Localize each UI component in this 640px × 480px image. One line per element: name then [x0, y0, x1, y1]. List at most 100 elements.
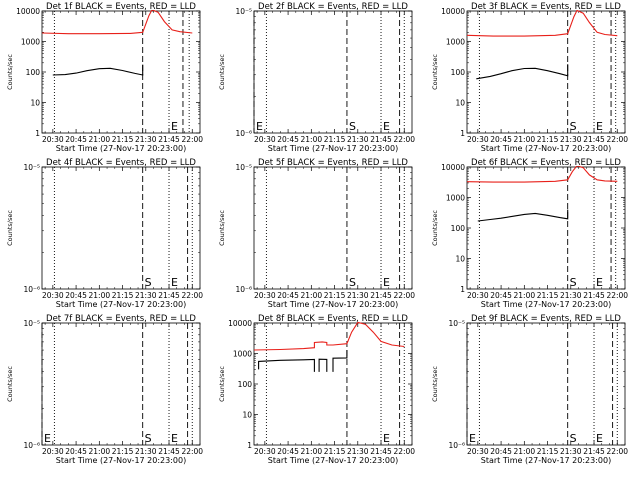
x-tick-label: 20:30 [254, 291, 276, 300]
marker-label: E [596, 120, 603, 133]
marker-label: S [570, 432, 577, 445]
x-axis-label: Start Time (27-Nov-17 20:23:00) [268, 144, 398, 153]
y-tick-label: 100 [451, 68, 466, 77]
y-tick-label: 10⁻⁶ [448, 441, 465, 450]
x-tick-label: 21:00 [301, 447, 323, 456]
marker-label: E [44, 432, 51, 445]
plot-panel-9: Det 9f BLACK = Events, RED = LLD 10⁻⁶ 10⁻⁵… [431, 314, 628, 465]
series-line-black [476, 64, 569, 80]
marker-label: E [256, 120, 263, 133]
x-tick-label: 21:45 [583, 291, 605, 300]
plot-title: Det 4f BLACK = Events, RED = LLD [46, 158, 196, 168]
y-tick-label: 10⁻⁵ [23, 319, 40, 328]
x-tick-label: 21:30 [135, 447, 157, 456]
y-tick-label: 1 [460, 129, 465, 138]
x-axis-label: Start Time (27-Nov-17 20:23:00) [56, 144, 186, 153]
x-axis-label: Start Time (27-Nov-17 20:23:00) [56, 300, 186, 309]
x-axis-label: Start Time (27-Nov-17 20:23:00) [56, 456, 186, 465]
plot-frame [466, 322, 626, 446]
marker-label: S [570, 120, 577, 133]
x-tick-label: 21:15 [112, 135, 134, 144]
series-line-red [467, 10, 618, 37]
x-tick-label: 21:15 [324, 291, 346, 300]
y-tick-label: 10⁻⁶ [235, 285, 252, 294]
plot-title: Det 1f BLACK = Events, RED = LLD [46, 2, 196, 12]
x-tick-label: 20:30 [467, 447, 489, 456]
x-tick-label: 20:30 [42, 135, 64, 144]
marker-label: S [145, 276, 152, 289]
marker-label: S [349, 120, 356, 133]
plot-panel-3: Det 3f BLACK = Events, RED = LLD 1 10 100 10… [431, 2, 628, 153]
x-tick-label: 21:45 [583, 447, 605, 456]
plot-panel-2: Det 2f BLACK = Events, RED = LLD 10⁻⁶ 10⁻⁵… [218, 2, 415, 153]
x-tick-label: 20:45 [65, 135, 87, 144]
plot-frame [41, 322, 201, 446]
plot-panel-6: Det 6f BLACK = Events, RED = LLD 1 10 100 10… [431, 158, 628, 309]
plot-title: Det 9f BLACK = Events, RED = LLD [471, 314, 621, 324]
x-tick-label: 21:45 [583, 135, 605, 144]
y-tick-label: 10⁻⁶ [23, 441, 40, 450]
x-tick-label: 21:45 [158, 291, 180, 300]
x-tick-label: 22:00 [181, 447, 203, 456]
x-tick-label: 21:00 [514, 291, 536, 300]
y-tick-label: 10⁻⁵ [23, 163, 40, 172]
y-tick-label: 1 [460, 285, 465, 294]
series-line-red [254, 322, 405, 351]
plot-title: Det 8f BLACK = Events, RED = LLD [258, 314, 408, 324]
y-axis-label: Counts/sec [218, 366, 226, 402]
series-line-black [52, 64, 144, 76]
x-tick-label: 20:45 [490, 447, 512, 456]
x-axis-label: Start Time (27-Nov-17 20:23:00) [268, 300, 398, 309]
marker-label: S [145, 432, 152, 445]
x-tick-label: 21:30 [560, 135, 582, 144]
y-tick-label: 10⁻⁶ [23, 285, 40, 294]
x-tick-label: 22:00 [181, 291, 203, 300]
plot-title: Det 3f BLACK = Events, RED = LLD [471, 2, 621, 12]
plot-frame [466, 166, 626, 290]
x-tick-label: 20:30 [254, 447, 276, 456]
y-tick-label: 10 [455, 255, 465, 264]
x-tick-label: 21:15 [112, 291, 134, 300]
y-tick-label: 10⁻⁶ [235, 129, 252, 138]
marker-label: S [349, 276, 356, 289]
x-tick-label: 20:30 [42, 291, 64, 300]
marker-label: E [469, 432, 476, 445]
x-tick-label: 21:00 [514, 447, 536, 456]
y-tick-label: 1 [247, 441, 252, 450]
plot-title: Det 7f BLACK = Events, RED = LLD [46, 314, 196, 324]
x-tick-label: 20:45 [277, 135, 299, 144]
x-tick-label: 22:00 [606, 447, 628, 456]
y-tick-label: 1000 [446, 38, 465, 47]
x-axis-label: Start Time (27-Nov-17 20:23:00) [481, 144, 611, 153]
marker-label: S [570, 276, 577, 289]
series-line-black [318, 358, 328, 372]
x-tick-label: 21:30 [347, 291, 369, 300]
plot-frame [253, 322, 413, 446]
plot-panel-1: Det 1f BLACK = Events, RED = LLD 1 10 100 10… [6, 2, 203, 153]
plot-panel-7: Det 7f BLACK = Events, RED = LLD 10⁻⁶ 10⁻⁵… [6, 314, 203, 465]
plot-panel-4: Det 4f BLACK = Events, RED = LLD 10⁻⁶ 10⁻⁵… [6, 158, 203, 309]
x-axis-label: Start Time (27-Nov-17 20:23:00) [268, 456, 398, 465]
y-axis-label: Counts/sec [218, 54, 226, 90]
y-tick-label: 1 [35, 129, 40, 138]
x-tick-label: 20:30 [467, 291, 489, 300]
plot-frame [41, 166, 201, 290]
x-tick-label: 20:45 [65, 291, 87, 300]
plot-frame [253, 10, 413, 134]
plot-frame [466, 10, 626, 134]
y-axis-label: Counts/sec [6, 366, 14, 402]
x-tick-label: 21:30 [347, 135, 369, 144]
x-tick-label: 20:30 [254, 135, 276, 144]
x-tick-label: 21:45 [370, 291, 392, 300]
marker-label: E [596, 432, 603, 445]
x-axis-label: Start Time (27-Nov-17 20:23:00) [481, 300, 611, 309]
series-line-black [477, 209, 569, 222]
plot-panel-5: Det 5f BLACK = Events, RED = LLD 10⁻⁶ 10⁻⁵… [218, 158, 415, 309]
x-tick-label: 21:00 [89, 447, 111, 456]
x-tick-label: 21:00 [89, 135, 111, 144]
y-tick-label: 1000 [233, 350, 252, 359]
y-tick-label: 1000 [446, 194, 465, 203]
x-tick-label: 22:00 [606, 135, 628, 144]
x-tick-label: 21:00 [301, 135, 323, 144]
marker-label: E [596, 276, 603, 289]
